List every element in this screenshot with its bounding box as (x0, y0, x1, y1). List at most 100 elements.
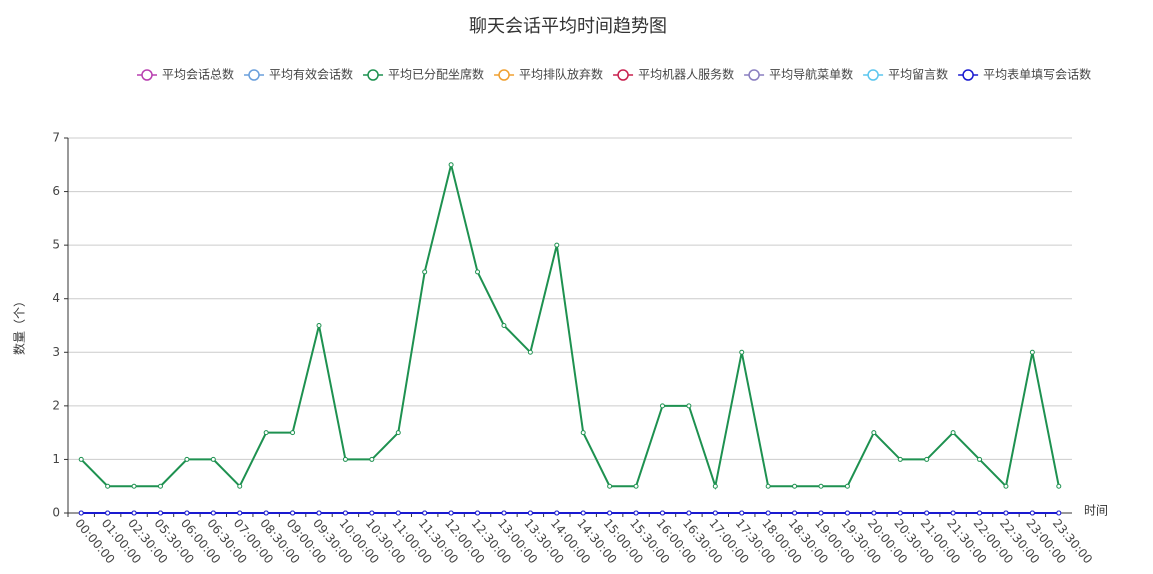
legend-item: 平均会话总数 (137, 67, 234, 82)
data-point (686, 403, 692, 409)
data-point (1003, 510, 1009, 516)
legend-item: 平均已分配坐席数 (363, 67, 484, 82)
data-point (607, 510, 613, 516)
data-point (131, 483, 137, 489)
data-point (950, 510, 956, 516)
legend-item: 平均导航菜单数 (744, 67, 853, 82)
data-point (765, 510, 771, 516)
x-axis-label: 时间 (1084, 504, 1108, 518)
y-tick-label: 4 (52, 291, 60, 305)
data-point (395, 510, 401, 516)
data-point (924, 510, 930, 516)
data-point (712, 483, 718, 489)
data-point (342, 456, 348, 462)
data-point (527, 349, 533, 355)
data-point (792, 483, 798, 489)
data-point (897, 456, 903, 462)
data-point (739, 510, 745, 516)
y-tick-label: 3 (52, 345, 60, 359)
legend-item: 平均表单填写会话数 (958, 67, 1091, 82)
data-point (1056, 510, 1062, 516)
data-point (977, 510, 983, 516)
data-point (633, 483, 639, 489)
legend-symbol (867, 69, 879, 81)
data-point (924, 456, 930, 462)
data-point (844, 510, 850, 516)
data-point (871, 510, 877, 516)
data-point (78, 510, 84, 516)
y-tick-label: 6 (52, 184, 60, 198)
data-point (527, 510, 533, 516)
data-point (950, 430, 956, 436)
data-point (977, 456, 983, 462)
data-point (765, 483, 771, 489)
data-point (237, 510, 243, 516)
data-point (157, 510, 163, 516)
legend-item: 平均有效会话数 (244, 67, 353, 82)
legend-label: 平均有效会话数 (269, 67, 353, 82)
legend-symbol (748, 69, 760, 81)
data-point (263, 510, 269, 516)
legend-label: 平均留言数 (888, 67, 948, 82)
data-point (1029, 510, 1035, 516)
data-point (290, 510, 296, 516)
data-point (1029, 349, 1035, 355)
y-tick-label: 2 (52, 398, 60, 412)
series-line (80, 164, 1060, 491)
data-point (105, 483, 111, 489)
y-tick-label: 1 (52, 452, 60, 466)
data-point (422, 269, 428, 275)
data-point (422, 510, 428, 516)
legend-item: 平均留言数 (863, 67, 948, 82)
legend-symbol (617, 69, 629, 81)
data-point (342, 510, 348, 516)
data-point (580, 510, 586, 516)
data-point (580, 430, 586, 436)
data-point (78, 456, 84, 462)
data-point (448, 510, 454, 516)
legend-symbol (141, 69, 153, 81)
data-point (607, 483, 613, 489)
data-point (659, 510, 665, 516)
legend-symbol (248, 69, 260, 81)
legend-label: 平均会话总数 (162, 67, 234, 82)
data-point (157, 483, 163, 489)
data-point (712, 510, 718, 516)
legend-label: 平均已分配坐席数 (388, 67, 484, 82)
data-point (897, 510, 903, 516)
y-tick-label: 5 (52, 238, 60, 252)
data-point (659, 403, 665, 409)
data-point (1003, 483, 1009, 489)
data-point (844, 483, 850, 489)
data-point (210, 456, 216, 462)
data-point (871, 430, 877, 436)
data-point (475, 510, 481, 516)
data-point (501, 510, 507, 516)
legend-symbol (962, 69, 974, 81)
data-point (686, 510, 692, 516)
data-point (290, 430, 296, 436)
data-point (184, 456, 190, 462)
data-point (739, 349, 745, 355)
y-tick-label: 7 (52, 131, 60, 145)
legend-symbol (367, 69, 379, 81)
data-point (1056, 483, 1062, 489)
data-point (475, 269, 481, 275)
legend-item: 平均排队放弃数 (494, 67, 603, 82)
data-point (792, 510, 798, 516)
data-point (554, 510, 560, 516)
data-point (818, 483, 824, 489)
legend-label: 平均机器人服务数 (638, 67, 734, 82)
chart-title: 聊天会话平均时间趋势图 (469, 16, 667, 37)
legend-label: 平均表单填写会话数 (983, 67, 1091, 82)
data-point (184, 510, 190, 516)
data-point (633, 510, 639, 516)
legend-label: 平均导航菜单数 (769, 67, 853, 82)
data-point (316, 323, 322, 328)
data-point (105, 510, 111, 516)
data-point (501, 323, 507, 328)
data-point (131, 510, 137, 516)
legend-label: 平均排队放弃数 (519, 67, 603, 82)
data-point (237, 483, 243, 489)
